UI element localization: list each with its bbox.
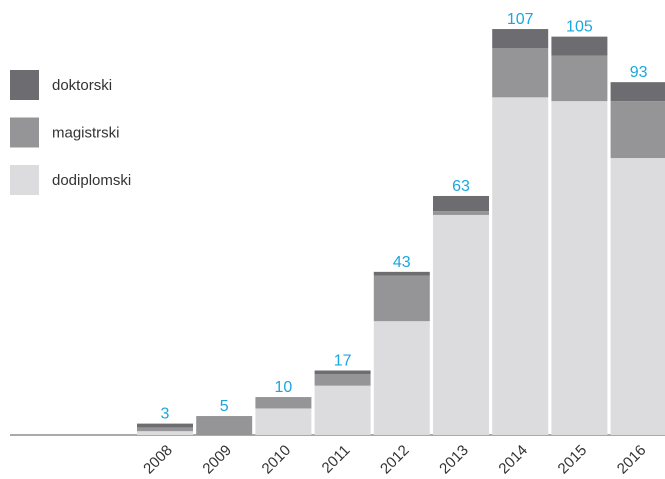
bar-segment [314, 370, 371, 375]
legend-swatch [10, 70, 39, 100]
bar-segment [492, 29, 549, 49]
total-label: 107 [507, 11, 534, 28]
bar-segment [373, 275, 430, 322]
x-tick-label: 2012 [377, 442, 413, 478]
legend-swatch [10, 165, 39, 195]
bar-segment [314, 374, 371, 386]
bar-segment [314, 385, 371, 435]
bar-segment [433, 211, 489, 215]
total-label: 5 [220, 398, 229, 415]
total-label: 43 [393, 254, 411, 271]
bar-segment [373, 271, 430, 276]
bar-segment [610, 82, 665, 102]
x-tick-label: 2016 [614, 442, 650, 478]
bar-segment [137, 427, 193, 432]
x-tick-label: 2015 [555, 442, 591, 478]
bar-segment [255, 408, 312, 435]
x-tick-label: 2013 [436, 442, 472, 478]
bar-segment [610, 101, 665, 159]
bar-segment [492, 97, 549, 436]
bar-segment [137, 423, 193, 428]
total-label: 3 [161, 406, 170, 423]
bar-segment [255, 397, 312, 409]
bar-segment [610, 158, 665, 435]
bar-segment [137, 431, 193, 435]
legend-label: dodiplomski [52, 172, 131, 189]
x-tick-label: 2011 [319, 442, 354, 477]
x-tick-label: 2014 [495, 442, 531, 478]
bar-segment [492, 48, 549, 98]
bar-segment [433, 214, 489, 435]
bar-segment [551, 36, 608, 56]
total-label: 17 [334, 353, 352, 370]
legend-label: doktorski [52, 77, 112, 94]
x-tick-label: 2009 [199, 442, 235, 478]
x-tick-label: 2008 [140, 442, 176, 478]
total-label: 10 [275, 379, 293, 396]
total-label: 93 [630, 64, 648, 81]
bar-segment [196, 416, 253, 435]
x-tick-label: 2010 [259, 442, 295, 478]
total-label: 63 [452, 178, 470, 195]
bar-segment [433, 195, 489, 212]
bar-segment [373, 321, 430, 435]
bar-segment [551, 101, 608, 436]
legend-swatch [10, 117, 39, 148]
total-label: 105 [566, 19, 593, 36]
bar-segment [551, 55, 608, 102]
legend-label: magistrski [52, 125, 120, 142]
